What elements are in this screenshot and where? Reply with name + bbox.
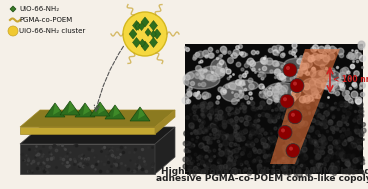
- Circle shape: [123, 12, 167, 56]
- Polygon shape: [145, 28, 151, 36]
- Polygon shape: [130, 107, 150, 121]
- Text: PGMA-co-POEM: PGMA-co-POEM: [19, 17, 72, 23]
- Polygon shape: [60, 101, 80, 115]
- Circle shape: [286, 66, 290, 70]
- Circle shape: [283, 97, 287, 101]
- Polygon shape: [138, 107, 145, 119]
- Circle shape: [8, 26, 18, 36]
- Ellipse shape: [221, 83, 244, 101]
- Text: UiO-66-NH₂ cluster: UiO-66-NH₂ cluster: [19, 28, 85, 34]
- Polygon shape: [20, 127, 155, 134]
- Ellipse shape: [284, 58, 312, 70]
- Ellipse shape: [228, 80, 258, 91]
- Polygon shape: [132, 21, 141, 30]
- Circle shape: [288, 110, 302, 124]
- Bar: [185, 44, 363, 174]
- Text: < 100 nm: < 100 nm: [333, 75, 368, 84]
- Circle shape: [293, 82, 297, 86]
- Polygon shape: [149, 21, 158, 30]
- Polygon shape: [129, 29, 137, 39]
- Polygon shape: [98, 102, 105, 114]
- Polygon shape: [83, 103, 90, 115]
- Polygon shape: [155, 110, 175, 134]
- Polygon shape: [149, 37, 158, 47]
- Ellipse shape: [279, 72, 298, 81]
- Circle shape: [286, 144, 300, 158]
- Ellipse shape: [302, 78, 323, 95]
- Polygon shape: [132, 37, 141, 47]
- Ellipse shape: [200, 66, 224, 80]
- Polygon shape: [141, 17, 149, 27]
- Polygon shape: [45, 103, 65, 117]
- Text: High-performance ultrathin MMMs based on: High-performance ultrathin MMMs based on: [161, 167, 368, 176]
- Polygon shape: [135, 22, 141, 30]
- Polygon shape: [139, 39, 145, 47]
- Circle shape: [280, 94, 294, 108]
- Polygon shape: [155, 127, 175, 174]
- Polygon shape: [270, 49, 340, 164]
- Ellipse shape: [183, 70, 220, 89]
- Polygon shape: [141, 41, 149, 51]
- Circle shape: [291, 113, 295, 117]
- Circle shape: [283, 63, 297, 77]
- Polygon shape: [153, 29, 161, 39]
- Polygon shape: [139, 23, 145, 31]
- Polygon shape: [53, 103, 60, 115]
- Polygon shape: [20, 127, 175, 144]
- Text: UiO-66-NH₂: UiO-66-NH₂: [19, 6, 59, 12]
- Circle shape: [278, 125, 292, 139]
- Polygon shape: [68, 101, 75, 113]
- Polygon shape: [151, 30, 156, 38]
- Ellipse shape: [250, 61, 288, 73]
- Polygon shape: [20, 144, 155, 174]
- Text: adhesive PGMA-co-POEM comb-like copolymer: adhesive PGMA-co-POEM comb-like copolyme…: [156, 174, 368, 183]
- Polygon shape: [90, 102, 110, 116]
- Polygon shape: [105, 105, 125, 119]
- Polygon shape: [113, 105, 120, 117]
- Ellipse shape: [312, 70, 341, 84]
- Ellipse shape: [315, 77, 337, 89]
- Circle shape: [289, 147, 293, 151]
- Polygon shape: [20, 110, 175, 127]
- Circle shape: [290, 79, 304, 93]
- Ellipse shape: [272, 86, 287, 100]
- Ellipse shape: [210, 59, 227, 76]
- Polygon shape: [10, 6, 16, 12]
- Ellipse shape: [265, 83, 301, 102]
- Polygon shape: [75, 103, 95, 117]
- Ellipse shape: [313, 55, 329, 66]
- Circle shape: [281, 128, 285, 132]
- Ellipse shape: [321, 82, 346, 91]
